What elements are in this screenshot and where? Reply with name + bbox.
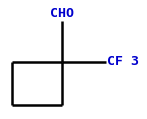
Text: CF 3: CF 3 (107, 55, 139, 68)
Text: CHO: CHO (50, 7, 74, 20)
